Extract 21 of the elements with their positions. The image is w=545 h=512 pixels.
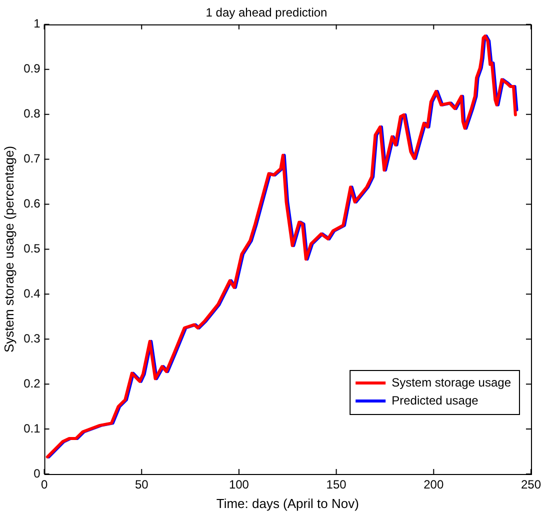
x-tick-label: 50	[134, 478, 149, 492]
y-tick-label: 0.6	[24, 196, 41, 211]
y-tick-label: 0.8	[24, 106, 41, 121]
x-tick-label: 100	[228, 478, 250, 492]
y-tick-label: 0.1	[24, 421, 41, 436]
y-tick-label: 0.9	[24, 62, 41, 76]
legend-label: System storage usage	[392, 375, 512, 390]
x-tick-label: 150	[326, 478, 347, 492]
y-axis-title: System storage usage (percentage)	[1, 146, 16, 353]
y-tick-label: 0.4	[24, 286, 41, 300]
y-tick-label: 0.3	[24, 331, 41, 346]
y-tick-label: 0.5	[24, 242, 41, 256]
y-tick-label: 1	[34, 16, 41, 31]
x-tick-label: 250	[520, 478, 542, 492]
x-tick-label: 200	[424, 478, 444, 492]
chart-title: 1 day ahead prediction	[206, 6, 328, 20]
y-tick-label: 0.7	[24, 152, 41, 166]
y-tick-label: 0.2	[24, 376, 41, 390]
x-axis-title: Time: days (April to Nov)	[216, 496, 359, 511]
legend-label: Predicted usage	[392, 393, 479, 408]
y-tick-label: 0	[34, 466, 41, 480]
